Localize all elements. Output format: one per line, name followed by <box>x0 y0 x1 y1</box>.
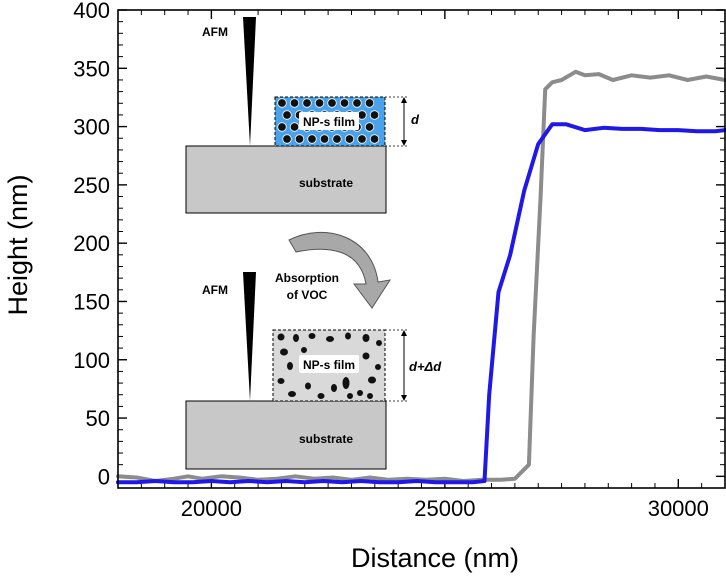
nanoparticle-icon <box>347 393 353 399</box>
nanoparticle-icon <box>345 332 351 340</box>
nanoparticle-icon <box>287 362 293 370</box>
plot-frame <box>117 9 726 489</box>
nanoparticle-icon <box>331 384 337 392</box>
nanoparticle-icon <box>364 98 375 108</box>
inset-top: substrate AFM NP-s film d <box>185 17 420 214</box>
nanoparticle-icon <box>289 122 300 132</box>
absorption-label-line1: Absorption <box>275 271 339 285</box>
thickness-arrowhead-top-down <box>401 140 407 146</box>
film-label-bottom: NP-s film <box>303 358 355 372</box>
nanoparticle-icon <box>280 348 288 356</box>
afm-label-top: AFM <box>202 25 228 39</box>
nanoparticle-icon <box>282 134 292 144</box>
nanoparticle-icon <box>375 364 381 370</box>
film-bottom-particles <box>277 332 382 399</box>
nanoparticle-icon <box>369 110 380 120</box>
nanoparticle-icon <box>357 134 367 144</box>
substrate-block-top <box>185 145 387 214</box>
nanoparticle-icon <box>376 340 382 346</box>
thickness-arrowhead-top-up <box>401 97 407 103</box>
nanoparticle-icon <box>357 390 363 396</box>
nanoparticle-icon <box>277 378 285 384</box>
y-tick-label: 50 <box>86 406 110 431</box>
nanoparticle-icon <box>364 122 375 132</box>
thickness-label-top: d <box>411 112 420 127</box>
nanoparticle-icon <box>332 134 342 144</box>
nanoparticle-icon <box>277 333 285 341</box>
nanoparticle-icon <box>342 377 350 389</box>
nanoparticle-icon <box>369 134 380 144</box>
nanoparticle-icon <box>307 134 317 144</box>
x-tick-label: 30000 <box>648 496 709 521</box>
nanoparticle-icon <box>282 110 292 120</box>
nanoparticle-icon <box>367 393 373 399</box>
nanoparticle-icon <box>319 134 330 144</box>
y-tick-label: 0 <box>98 464 110 489</box>
nanoparticle-icon <box>362 352 370 360</box>
film-label-bg-top <box>299 112 359 130</box>
y-tick-label: 150 <box>73 289 110 314</box>
nanoparticle-icon <box>339 98 350 108</box>
x-tick-label: 25000 <box>414 496 475 521</box>
nanoparticle-icon <box>368 376 376 384</box>
film-label-top: NP-s film <box>303 115 355 129</box>
axis-ticks: 0 50 100 150 200 250 300 350 400 20000 25000 30000 <box>73 0 726 521</box>
thickness-arrowhead-bottom-up <box>401 330 407 336</box>
substrate-label-top: substrate <box>299 176 353 190</box>
nanoparticle-icon <box>314 98 325 108</box>
nanoparticle-icon <box>305 382 311 390</box>
nanoparticle-icon <box>308 333 316 339</box>
absorption-label-line2: of VOC <box>287 288 328 302</box>
nanoparticle-icon <box>352 98 362 108</box>
thickness-label-bottom: d+Δd <box>409 359 442 374</box>
film-label-bg-bottom <box>299 355 359 373</box>
inset-bottom: substrate AFM NP-s film d+Δd <box>185 272 442 470</box>
y-tick-label: 350 <box>73 56 110 81</box>
nanoparticle-icon <box>294 134 305 144</box>
x-tick-label: 20000 <box>181 496 242 521</box>
nanoparticle-icon <box>302 98 312 108</box>
afm-tip-bottom-icon <box>243 272 256 401</box>
substrate-block-bottom <box>185 400 387 470</box>
nanoparticle-icon <box>288 391 296 397</box>
afm-label-bottom: AFM <box>202 283 228 297</box>
nanoparticle-icon <box>277 98 287 108</box>
nanoparticle-icon <box>293 334 299 342</box>
substrate-label-bottom: substrate <box>299 432 353 446</box>
series-line-blue <box>116 122 726 485</box>
y-tick-label: 200 <box>73 231 110 256</box>
x-axis-title: Distance (nm) <box>351 543 519 573</box>
nanoparticle-icon <box>326 336 334 342</box>
y-axis-title: Height (nm) <box>3 174 33 315</box>
y-tick-label: 300 <box>73 115 110 140</box>
y-tick-label: 250 <box>73 173 110 198</box>
nanoparticle-icon <box>277 122 287 132</box>
thickness-arrowhead-bottom-down <box>401 395 407 401</box>
nanoparticle-icon <box>301 347 307 353</box>
y-tick-label: 100 <box>73 348 110 373</box>
y-tick-label: 400 <box>73 0 110 23</box>
nanoparticle-icon <box>317 393 325 399</box>
nanoparticle-icon <box>344 134 355 144</box>
nanoparticle-icon <box>289 98 300 108</box>
curved-arrow-icon <box>288 232 392 309</box>
nanoparticle-icon <box>362 334 370 342</box>
afm-tip-top-icon <box>243 17 256 146</box>
series-layer <box>116 69 726 485</box>
absorption-arrow: Absorption of VOC <box>275 232 392 309</box>
nanoparticle-icon <box>327 98 337 108</box>
